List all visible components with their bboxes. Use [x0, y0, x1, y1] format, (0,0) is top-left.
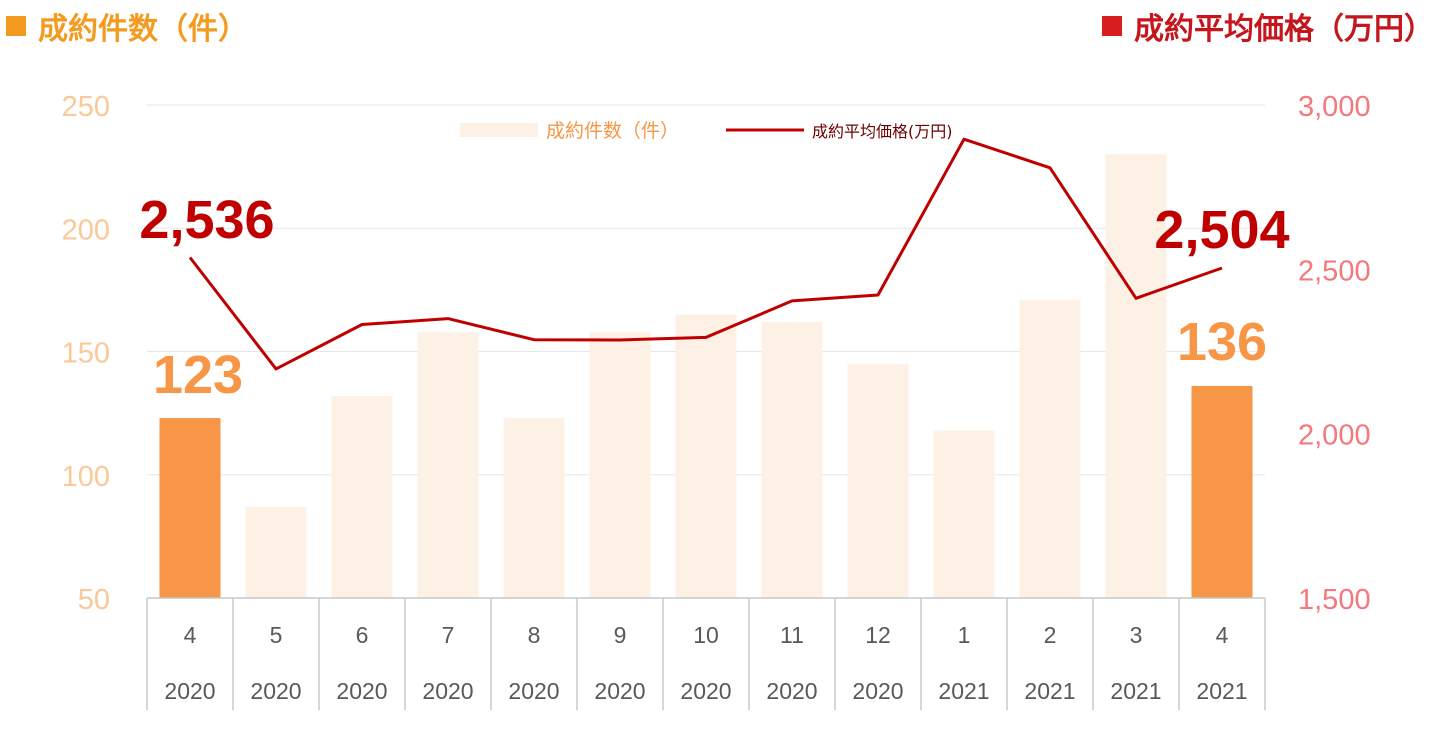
data-label-count-start: 123	[153, 345, 243, 405]
x-tick-label-year: 2020	[336, 678, 387, 704]
right-axis-header: 成約平均価格（万円）	[1102, 4, 1434, 48]
right-axis-tick-label: 1,500	[1298, 584, 1371, 616]
left-axis-tick-label: 50	[78, 584, 110, 616]
x-tick-label-year: 2020	[164, 678, 215, 704]
right-axis-tick-label: 2,000	[1298, 420, 1371, 452]
x-tick-label-year: 2020	[508, 678, 559, 704]
right-axis-tick-label: 3,000	[1298, 91, 1371, 123]
x-tick-label-year: 2020	[680, 678, 731, 704]
left-header-square-icon	[6, 16, 26, 36]
x-tick-label-month: 2	[1044, 622, 1057, 648]
right-header-square-icon	[1102, 16, 1122, 36]
x-tick-label-year: 2021	[1196, 678, 1247, 704]
x-tick-label-month: 7	[442, 622, 455, 648]
bar	[1019, 299, 1081, 598]
x-tick-label-year: 2020	[422, 678, 473, 704]
x-tick-label-year: 2020	[766, 678, 817, 704]
x-tick-label-year: 2020	[250, 678, 301, 704]
line-series-price	[188, 137, 1223, 371]
bar	[847, 363, 909, 598]
bar	[503, 418, 565, 598]
data-label-count-end: 136	[1177, 312, 1267, 372]
left-axis-tick-label: 150	[62, 338, 110, 370]
bar	[1105, 154, 1167, 599]
x-tick-label-month: 8	[528, 622, 541, 648]
bar	[245, 506, 307, 598]
x-tick-label-year: 2020	[594, 678, 645, 704]
x-tick-label-month: 12	[865, 622, 891, 648]
x-tick-label-month: 4	[184, 622, 197, 648]
data-label-price-end: 2,504	[1154, 200, 1289, 260]
left-axis-header: 成約件数（件）	[6, 4, 248, 48]
x-tick-label-year: 2021	[1110, 678, 1161, 704]
bar	[761, 321, 823, 598]
x-tick-label-month: 10	[693, 622, 719, 648]
x-tick-label-month: 3	[1130, 622, 1143, 648]
bar	[675, 314, 737, 598]
right-header-title: 成約平均価格（万円）	[1134, 12, 1434, 47]
x-tick-label-month: 11	[780, 622, 804, 648]
x-tick-label-month: 5	[270, 622, 283, 648]
bar	[417, 331, 479, 598]
bar	[331, 395, 393, 598]
right-axis-tick-label: 2,500	[1298, 255, 1371, 287]
bar	[933, 430, 995, 598]
x-tick-label-month: 6	[356, 622, 369, 648]
bar	[589, 331, 651, 598]
data-label-price-start: 2,536	[139, 190, 274, 250]
legend-swatch-bar	[460, 123, 538, 137]
bar-highlight	[159, 418, 221, 598]
legend-label-bar: 成約件数（件）	[546, 120, 679, 142]
x-tick-label-month: 9	[614, 622, 627, 648]
left-axis-tick-label: 100	[62, 461, 110, 493]
legend-label-line: 成約平均価格(万円)	[812, 122, 953, 141]
x-tick-label-year: 2021	[1024, 678, 1075, 704]
x-tick-label-month: 4	[1216, 622, 1229, 648]
bar-highlight	[1191, 386, 1253, 598]
left-axis-tick-label: 200	[62, 214, 110, 246]
x-tick-label-month: 1	[958, 622, 971, 648]
left-header-title: 成約件数（件）	[38, 12, 248, 47]
x-tick-label-year: 2021	[938, 678, 989, 704]
x-tick-label-year: 2020	[852, 678, 903, 704]
left-axis-tick-label: 250	[62, 91, 110, 123]
